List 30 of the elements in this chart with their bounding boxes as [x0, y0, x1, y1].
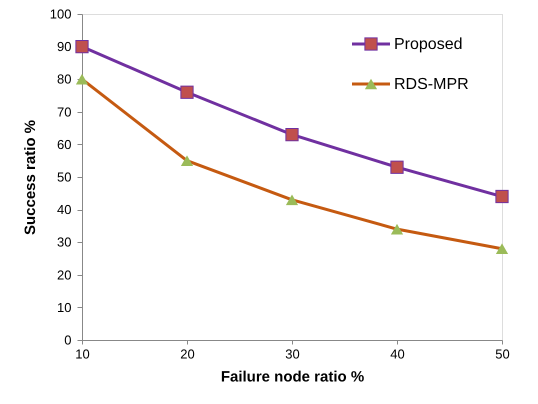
point: [496, 243, 508, 254]
x-tick-label: 20: [180, 346, 195, 362]
y-tick-label: 0: [64, 332, 72, 348]
x-tick-label: 10: [75, 346, 90, 362]
point: [180, 155, 194, 166]
y-tick-label: 70: [57, 104, 72, 120]
x-axis-title: Failure node ratio %: [220, 368, 364, 386]
y-tick-label: 10: [57, 300, 72, 315]
x-tick-label: 40: [390, 346, 405, 362]
x-tick-label: 30: [285, 346, 300, 362]
y-tick-label: 40: [57, 202, 72, 218]
y-tick-label: 20: [57, 267, 72, 282]
point: [390, 160, 404, 174]
y-tick-label: 30: [57, 234, 72, 250]
point: [285, 128, 299, 142]
legend-label: RDS-MPR: [394, 76, 469, 93]
y-tick-label: 90: [57, 39, 72, 54]
point: [76, 74, 88, 85]
y-tick-label: 80: [57, 72, 72, 87]
point: [75, 40, 89, 54]
x-tick-label: 50: [495, 346, 510, 362]
point: [390, 224, 404, 234]
point: [495, 190, 509, 204]
point: [180, 86, 194, 99]
y-tick-label: 100: [50, 6, 72, 22]
y-tick-label: 60: [57, 136, 72, 152]
y-tick-label: 50: [57, 170, 72, 184]
legend-label: Proposed: [394, 36, 462, 53]
point: [286, 194, 298, 206]
y-axis-title: Success ratio %: [22, 120, 39, 236]
